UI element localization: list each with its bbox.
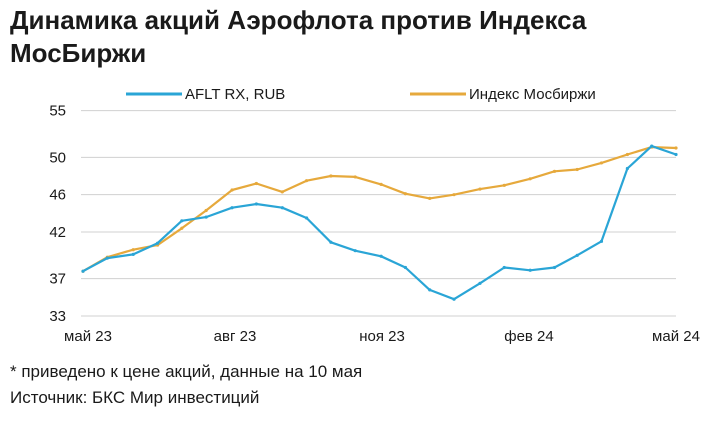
data-point xyxy=(625,152,629,157)
data-point xyxy=(155,241,160,245)
data-point xyxy=(452,297,456,301)
data-point xyxy=(329,240,333,244)
data-point xyxy=(528,177,532,181)
x-tick-label: авг 23 xyxy=(214,328,257,345)
data-point xyxy=(230,206,234,210)
data-point xyxy=(81,269,85,273)
data-point xyxy=(131,248,135,252)
footnote: * приведено к цене акций, данные на 10 м… xyxy=(10,362,363,381)
data-point xyxy=(478,281,482,285)
grid xyxy=(81,110,676,317)
data-point xyxy=(625,166,629,171)
data-point xyxy=(599,239,604,243)
data-point xyxy=(204,215,208,219)
source-note: Источник: БКС Мир инвестиций xyxy=(10,388,260,407)
y-tick-label: 42 xyxy=(49,224,66,241)
x-tick-label: май 24 xyxy=(652,328,700,345)
data-point xyxy=(180,226,184,230)
series-line xyxy=(81,146,678,273)
chart-title: Динамика акций Аэрофлота против Индекса … xyxy=(10,5,587,68)
data-point xyxy=(552,265,557,270)
legend-label-aflt: AFLT RX, RUB xyxy=(185,86,285,103)
x-tick-label: ноя 23 xyxy=(359,328,405,345)
data-point xyxy=(280,206,284,210)
data-point xyxy=(599,161,604,165)
plot-area xyxy=(81,144,678,301)
data-point xyxy=(478,187,482,191)
legend: AFLT RX, RUB Индекс Мосбиржи xyxy=(126,86,596,103)
data-point xyxy=(353,175,357,179)
y-tick-label: 50 xyxy=(49,149,66,166)
data-point xyxy=(428,196,432,200)
data-point xyxy=(280,190,284,194)
data-point xyxy=(379,182,383,186)
data-point xyxy=(379,254,383,258)
data-point xyxy=(502,265,506,270)
data-point xyxy=(528,268,532,272)
data-point xyxy=(403,265,408,270)
y-tick-label: 55 xyxy=(49,103,66,120)
y-tick-label: 46 xyxy=(49,187,66,204)
data-point xyxy=(254,181,258,186)
x-tick-label: фев 24 xyxy=(504,328,554,345)
data-point xyxy=(304,179,309,183)
data-point xyxy=(353,249,357,253)
y-tick-label: 37 xyxy=(49,271,66,288)
series-line xyxy=(81,145,678,301)
data-point xyxy=(180,219,184,223)
data-point xyxy=(552,169,557,173)
data-point xyxy=(304,216,309,220)
data-point xyxy=(230,188,234,192)
chart: AFLT RX, RUB Индекс Мосбиржи 33 37 42 46 50 5… xyxy=(49,86,700,345)
data-point xyxy=(131,252,135,256)
data-point xyxy=(254,202,258,206)
data-point xyxy=(204,208,208,213)
data-point xyxy=(674,146,678,150)
data-point xyxy=(650,144,654,148)
y-axis: 33 37 42 46 50 55 xyxy=(49,103,66,325)
data-point xyxy=(105,256,109,260)
y-tick-label: 33 xyxy=(49,308,66,325)
legend-label-moex: Индекс Мосбиржи xyxy=(469,86,596,103)
data-point xyxy=(428,288,432,292)
data-point xyxy=(452,193,456,197)
data-point xyxy=(329,174,333,178)
data-point xyxy=(403,192,408,196)
data-point xyxy=(502,183,506,187)
x-axis: май 23 авг 23 ноя 23 фев 24 май 24 xyxy=(64,328,700,345)
data-point xyxy=(575,167,579,172)
x-tick-label: май 23 xyxy=(64,328,112,345)
data-point xyxy=(575,253,579,257)
data-point xyxy=(674,152,678,157)
